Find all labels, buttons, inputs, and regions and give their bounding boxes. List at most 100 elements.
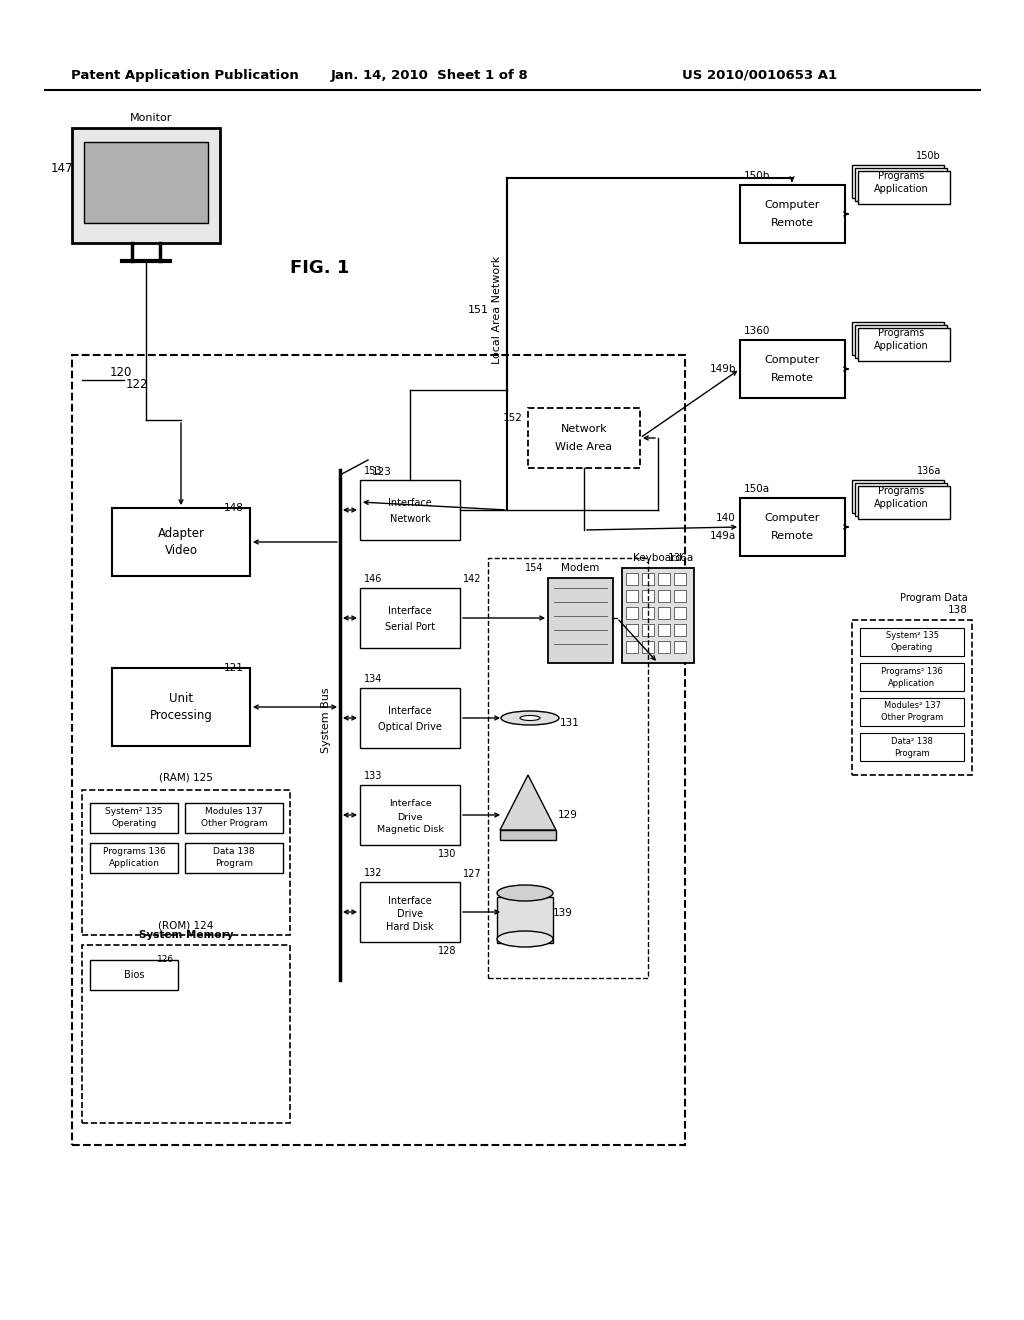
Bar bbox=[488, 558, 648, 978]
Bar bbox=[852, 480, 944, 513]
Bar bbox=[360, 587, 460, 648]
Text: System² 135: System² 135 bbox=[105, 808, 163, 817]
Text: Monitor: Monitor bbox=[130, 114, 172, 123]
Ellipse shape bbox=[520, 715, 540, 721]
Text: 150a: 150a bbox=[744, 484, 770, 494]
Bar bbox=[548, 578, 613, 663]
Bar bbox=[360, 480, 460, 540]
Bar bbox=[860, 663, 964, 690]
Text: 147: 147 bbox=[51, 161, 74, 174]
Bar bbox=[674, 590, 686, 602]
Text: Drive: Drive bbox=[397, 909, 423, 919]
Text: Programs: Programs bbox=[878, 486, 924, 496]
Bar bbox=[642, 590, 654, 602]
Text: System² 135: System² 135 bbox=[886, 631, 939, 640]
Text: Modules 137: Modules 137 bbox=[205, 808, 263, 817]
Bar bbox=[622, 568, 694, 663]
Text: Jan. 14, 2010  Sheet 1 of 8: Jan. 14, 2010 Sheet 1 of 8 bbox=[331, 69, 528, 82]
Text: Computer: Computer bbox=[764, 355, 819, 366]
Bar bbox=[858, 327, 950, 360]
Text: Other Program: Other Program bbox=[201, 820, 267, 829]
Text: 146: 146 bbox=[364, 574, 382, 583]
Text: Adapter: Adapter bbox=[158, 527, 205, 540]
Text: (ROM) 124: (ROM) 124 bbox=[159, 920, 214, 931]
Text: Programs² 136: Programs² 136 bbox=[881, 667, 943, 676]
Bar bbox=[658, 573, 670, 585]
Text: 123: 123 bbox=[372, 467, 392, 477]
Text: System Bus: System Bus bbox=[321, 688, 331, 752]
Bar bbox=[858, 172, 950, 205]
Text: Remote: Remote bbox=[770, 218, 813, 228]
Bar bbox=[858, 486, 950, 519]
Text: 131: 131 bbox=[560, 718, 580, 729]
Text: 150b: 150b bbox=[744, 172, 770, 181]
Text: Interface: Interface bbox=[388, 896, 432, 906]
Bar bbox=[84, 143, 208, 223]
Bar bbox=[626, 624, 638, 636]
Bar bbox=[72, 355, 685, 1144]
Text: 134: 134 bbox=[364, 675, 382, 684]
Bar bbox=[674, 573, 686, 585]
Text: Interface: Interface bbox=[388, 606, 432, 616]
Bar bbox=[740, 185, 845, 243]
Bar bbox=[658, 607, 670, 619]
Bar bbox=[658, 590, 670, 602]
Text: 128: 128 bbox=[437, 946, 456, 956]
Text: System Memory: System Memory bbox=[138, 931, 233, 940]
Bar bbox=[360, 688, 460, 748]
Bar bbox=[852, 165, 944, 198]
Text: FIG. 1: FIG. 1 bbox=[291, 259, 349, 277]
Ellipse shape bbox=[497, 884, 553, 902]
Text: Processing: Processing bbox=[150, 710, 212, 722]
Bar bbox=[185, 843, 283, 873]
Polygon shape bbox=[500, 775, 556, 830]
Bar bbox=[112, 668, 250, 746]
Bar bbox=[642, 573, 654, 585]
Text: 133: 133 bbox=[364, 771, 382, 781]
Bar bbox=[360, 882, 460, 942]
Text: Interface: Interface bbox=[389, 800, 431, 808]
Text: 140: 140 bbox=[716, 513, 736, 523]
Text: Application: Application bbox=[873, 499, 929, 510]
Bar bbox=[740, 498, 845, 556]
Bar bbox=[860, 733, 964, 762]
Bar bbox=[860, 628, 964, 656]
Bar bbox=[674, 642, 686, 653]
Text: Patent Application Publication: Patent Application Publication bbox=[71, 69, 299, 82]
Text: Program: Program bbox=[894, 748, 930, 758]
Text: 127: 127 bbox=[463, 869, 481, 879]
Bar bbox=[658, 624, 670, 636]
Text: 121: 121 bbox=[224, 663, 244, 673]
Text: Remote: Remote bbox=[770, 374, 813, 383]
Text: US 2010/0010653 A1: US 2010/0010653 A1 bbox=[682, 69, 838, 82]
Text: Program Data: Program Data bbox=[900, 593, 968, 603]
Bar bbox=[626, 642, 638, 653]
Bar bbox=[674, 607, 686, 619]
Bar bbox=[500, 830, 556, 840]
Text: Computer: Computer bbox=[764, 201, 819, 210]
Bar bbox=[642, 642, 654, 653]
Text: 149b: 149b bbox=[710, 364, 736, 374]
Text: Programs: Programs bbox=[878, 172, 924, 181]
Bar bbox=[626, 573, 638, 585]
Bar bbox=[674, 624, 686, 636]
Bar bbox=[90, 843, 178, 873]
Bar bbox=[528, 408, 640, 469]
Text: Local Area Network: Local Area Network bbox=[492, 256, 502, 364]
Bar bbox=[740, 341, 845, 399]
Text: 120: 120 bbox=[110, 367, 132, 380]
Bar bbox=[90, 803, 178, 833]
Text: Application: Application bbox=[873, 183, 929, 194]
Text: (RAM) 125: (RAM) 125 bbox=[159, 774, 213, 783]
Text: Application: Application bbox=[873, 341, 929, 351]
Text: Network: Network bbox=[389, 513, 430, 524]
Text: Programs 136: Programs 136 bbox=[102, 847, 165, 857]
Text: Keyboard: Keyboard bbox=[634, 553, 683, 564]
Text: Network: Network bbox=[561, 424, 607, 434]
Text: 1360: 1360 bbox=[744, 326, 770, 337]
Text: 153: 153 bbox=[364, 466, 383, 477]
Bar bbox=[360, 785, 460, 845]
Text: Data² 138: Data² 138 bbox=[891, 737, 933, 746]
Ellipse shape bbox=[497, 931, 553, 946]
Text: 130: 130 bbox=[437, 849, 456, 859]
